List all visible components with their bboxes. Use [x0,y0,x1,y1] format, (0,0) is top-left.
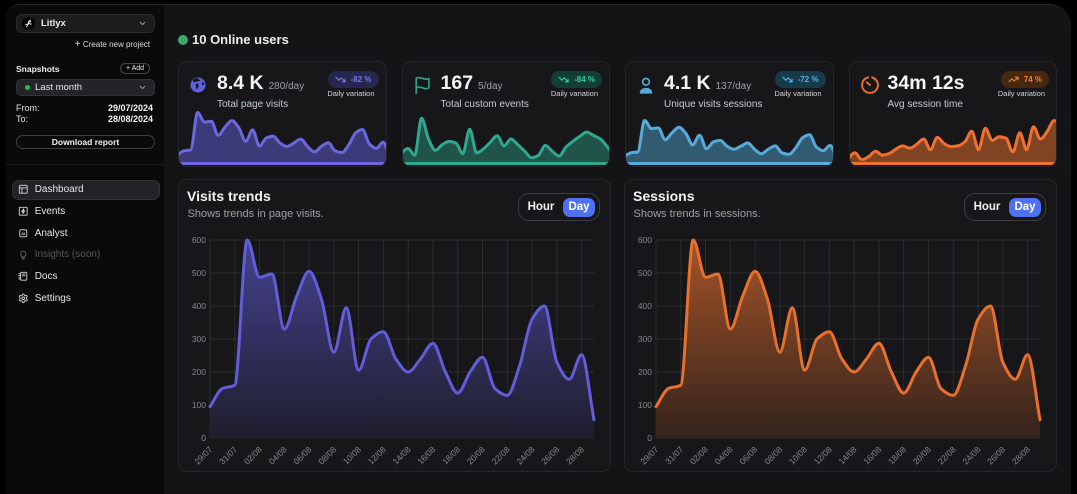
svg-text:600: 600 [638,235,652,245]
svg-text:18/08: 18/08 [886,444,908,466]
svg-text:100: 100 [192,400,206,410]
svg-text:02/08: 02/08 [688,444,710,466]
svg-text:08/08: 08/08 [762,444,784,466]
svg-text:20/08: 20/08 [465,444,487,466]
svg-text:18/08: 18/08 [440,444,462,466]
svg-text:400: 400 [192,301,206,311]
svg-text:10/08: 10/08 [341,444,363,466]
svg-text:14/08: 14/08 [836,444,858,466]
svg-text:0: 0 [201,433,206,443]
svg-text:600: 600 [192,235,206,245]
svg-text:22/08: 22/08 [936,444,958,466]
svg-text:26/08: 26/08 [539,444,561,466]
svg-text:28/08: 28/08 [1010,444,1032,466]
svg-text:08/08: 08/08 [316,444,338,466]
svg-text:400: 400 [638,301,652,311]
svg-text:12/08: 12/08 [366,444,388,466]
svg-text:20/08: 20/08 [911,444,933,466]
svg-text:02/08: 02/08 [242,444,264,466]
svg-text:16/08: 16/08 [415,444,437,466]
svg-text:22/08: 22/08 [490,444,512,466]
svg-text:04/08: 04/08 [267,444,289,466]
svg-text:100: 100 [638,400,652,410]
svg-text:10/08: 10/08 [787,444,809,466]
svg-text:31/07: 31/07 [217,444,239,466]
svg-text:0: 0 [647,433,652,443]
svg-text:300: 300 [192,334,206,344]
svg-text:06/08: 06/08 [737,444,759,466]
svg-text:200: 200 [638,367,652,377]
svg-text:500: 500 [192,268,206,278]
svg-text:28/08: 28/08 [564,444,586,466]
svg-text:16/08: 16/08 [861,444,883,466]
svg-text:500: 500 [638,268,652,278]
svg-text:04/08: 04/08 [713,444,735,466]
svg-text:26/08: 26/08 [985,444,1007,466]
svg-text:300: 300 [638,334,652,344]
svg-text:06/08: 06/08 [291,444,313,466]
svg-text:12/08: 12/08 [812,444,834,466]
svg-text:31/07: 31/07 [663,444,685,466]
svg-text:24/08: 24/08 [960,444,982,466]
svg-text:24/08: 24/08 [514,444,536,466]
svg-text:14/08: 14/08 [390,444,412,466]
svg-text:29/07: 29/07 [192,444,214,466]
svg-text:AI: AI [21,231,25,236]
svg-text:200: 200 [192,367,206,377]
svg-text:29/07: 29/07 [638,444,660,466]
